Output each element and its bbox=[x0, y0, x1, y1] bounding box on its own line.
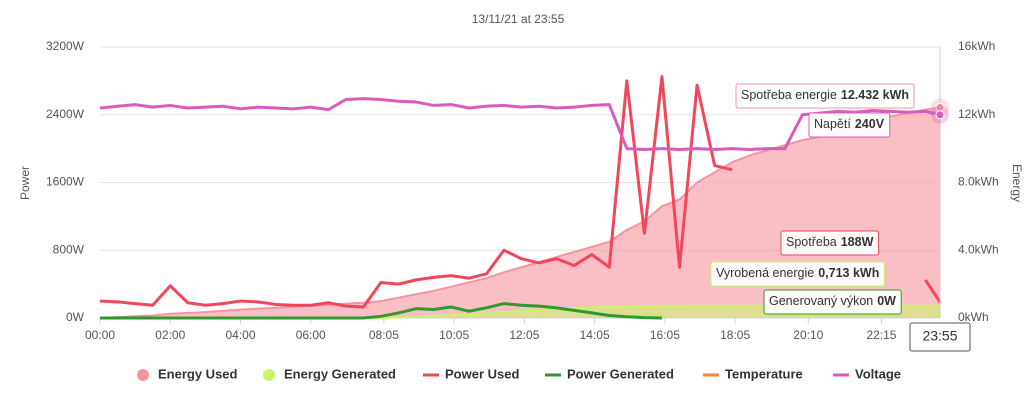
legend-symbol bbox=[137, 369, 149, 381]
legend-label: Energy Used bbox=[158, 366, 238, 381]
area-line bbox=[99, 106, 941, 319]
tooltip-label: Vyrobená energie bbox=[716, 266, 814, 280]
tooltip: Vyrobená energie 0,713 kWh bbox=[710, 261, 885, 287]
tooltip: Napětí 240V bbox=[808, 112, 891, 138]
x-tick-label: 02:00 bbox=[155, 328, 185, 342]
tooltip: Spotřeba 188W bbox=[780, 230, 880, 256]
legend-item[interactable]: Voltage bbox=[833, 366, 901, 381]
x-tick-label: 06:00 bbox=[296, 328, 326, 342]
tooltip-value: 240V bbox=[855, 117, 885, 131]
tooltip-box bbox=[808, 112, 891, 138]
line bbox=[99, 75, 942, 309]
x-tick-label: 00:00 bbox=[85, 328, 115, 342]
tooltip-value: 0W bbox=[877, 294, 896, 308]
legend-item[interactable]: Power Generated bbox=[545, 366, 674, 381]
x-tick-label: 10:05 bbox=[439, 328, 469, 342]
y-tick-label: 3200W bbox=[46, 39, 85, 53]
x-tick-label: 22:15 bbox=[866, 328, 896, 342]
x-tick-label: 08:05 bbox=[369, 328, 399, 342]
x-tick-label: 18:05 bbox=[720, 328, 750, 342]
tooltip-value: 0,713 kWh bbox=[818, 266, 879, 280]
tooltip-label: Spotřeba bbox=[786, 235, 837, 249]
legend-label: Energy Generated bbox=[284, 366, 396, 381]
y2-tick-label: 4.0kWh bbox=[958, 242, 999, 256]
legend-label: Power Used bbox=[445, 366, 519, 381]
tooltip-box bbox=[763, 289, 902, 315]
line bbox=[99, 97, 941, 151]
y-tick-label: 1600W bbox=[46, 175, 85, 189]
hover-marker bbox=[935, 110, 945, 120]
legend-label: Temperature bbox=[725, 366, 803, 381]
y2-tick-label: 8.0kWh bbox=[958, 175, 999, 189]
tooltip-text: Vyrobená energie 0,713 kWh bbox=[716, 266, 879, 280]
tooltip-box bbox=[710, 261, 885, 287]
y2-tick-label: 16kWh bbox=[958, 39, 995, 53]
tooltip-text: Generovaný výkon 0W bbox=[769, 294, 896, 308]
x-crosshair-label: 23:55 bbox=[909, 322, 971, 352]
tooltip-label: Napětí bbox=[814, 117, 851, 131]
x-tick-label: 04:00 bbox=[225, 328, 255, 342]
tooltip-text: Spotřeba 188W bbox=[786, 235, 874, 249]
legend: Energy Used Energy Generated Power Used Pow… bbox=[137, 366, 901, 381]
chart-title: 13/11/21 at 23:55 bbox=[472, 12, 565, 26]
y-tick-label: 800W bbox=[53, 242, 85, 256]
y2-tick-label: 12kWh bbox=[958, 107, 995, 121]
tooltip-value: 12.432 kWh bbox=[841, 88, 909, 102]
legend-item[interactable]: Temperature bbox=[703, 366, 803, 381]
y-tick-label: 0W bbox=[66, 310, 85, 324]
x-tick-label: 16:05 bbox=[650, 328, 680, 342]
y2-axis-title: Energy bbox=[1010, 164, 1024, 202]
tooltip-label: Spotřeba energie bbox=[741, 88, 837, 102]
tooltip: Generovaný výkon 0W bbox=[763, 289, 902, 315]
x-tick-label: 12:05 bbox=[509, 328, 539, 342]
x-tick-label: 20:10 bbox=[793, 328, 823, 342]
x-tick-label: 14:05 bbox=[580, 328, 610, 342]
y-axis-title: Power bbox=[18, 166, 32, 200]
tooltip: Spotřeba energie 12.432 kWh bbox=[735, 83, 915, 109]
tooltip-value: 188W bbox=[841, 235, 874, 249]
legend-item[interactable]: Energy Generated bbox=[263, 366, 396, 381]
x-label-text: 23:55 bbox=[922, 328, 957, 344]
tooltip-text: Spotřeba energie 12.432 kWh bbox=[741, 88, 909, 102]
legend-symbol bbox=[263, 369, 275, 381]
x-label-box bbox=[909, 322, 971, 352]
legend-label: Power Generated bbox=[567, 366, 674, 381]
tooltip-label: Generovaný výkon bbox=[769, 294, 873, 308]
y2-tick-label: 0kWh bbox=[958, 310, 989, 324]
legend-label: Voltage bbox=[855, 366, 901, 381]
tooltip-text: Napětí 240V bbox=[814, 117, 885, 131]
legend-item[interactable]: Energy Used bbox=[137, 366, 238, 381]
tooltip-box bbox=[735, 83, 915, 109]
tooltip-box bbox=[780, 230, 880, 256]
legend-item[interactable]: Power Used bbox=[423, 366, 519, 381]
y-tick-label: 2400W bbox=[46, 107, 85, 121]
